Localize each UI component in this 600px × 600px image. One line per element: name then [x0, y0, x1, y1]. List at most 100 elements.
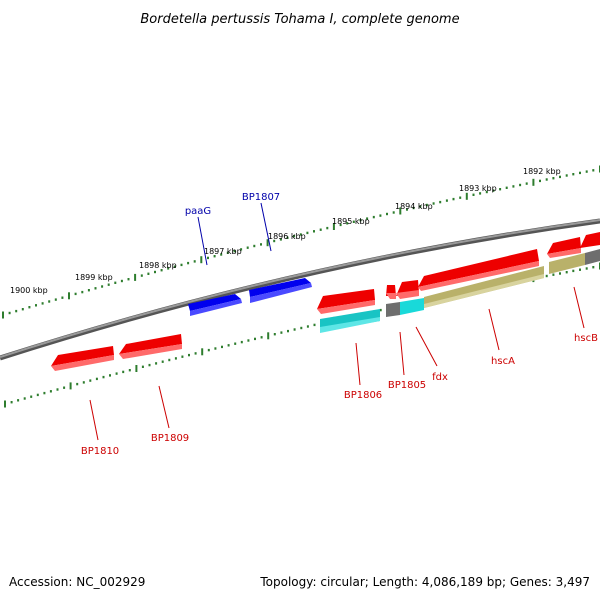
gene-BP1810[interactable] — [51, 346, 114, 371]
inner-tick-mark — [592, 266, 595, 269]
inner-tick-mark — [221, 345, 223, 349]
outer-tick-mark — [545, 178, 548, 181]
outer-tick-mark — [279, 238, 282, 241]
outer-tick-mark — [372, 215, 375, 219]
inner-tick-mark — [122, 370, 125, 374]
outer-tick-mark — [260, 243, 262, 246]
outer-tick-mark — [273, 239, 276, 243]
outer-tick-mark — [2, 311, 4, 319]
inner-tick-mark — [82, 381, 85, 384]
outer-tick-mark — [532, 178, 535, 186]
label-hscA[interactable]: hscA — [491, 356, 515, 367]
label-BP1806[interactable]: BP1806 — [344, 390, 382, 401]
outer-tick-mark — [519, 183, 522, 187]
gene-BP1809[interactable] — [119, 334, 182, 359]
inner-tick-mark — [273, 333, 276, 336]
outer-tick-mark — [465, 192, 468, 200]
gene-BP1806[interactable] — [317, 289, 375, 314]
outer-tick-mark — [41, 302, 44, 305]
outer-tick-mark — [154, 270, 156, 274]
feature-BP1806-cyan[interactable] — [320, 309, 380, 333]
inner-tick-mark — [227, 344, 230, 347]
inner-tick-mark — [552, 273, 555, 276]
outer-tick-mark — [87, 289, 90, 292]
kbp-labels: 1900 kbp 1899 kbp 1898 kbp 1897 kbp 1896… — [10, 167, 561, 295]
outer-tick-mark — [147, 272, 150, 275]
inner-tick-mark — [168, 358, 171, 362]
label-BP1809[interactable]: BP1809 — [151, 433, 189, 444]
inner-tick-mark — [76, 382, 79, 386]
outer-tick-mark — [35, 304, 37, 307]
inner-tick-mark — [174, 357, 177, 360]
outer-tick-mark — [74, 292, 77, 296]
inner-tick-mark — [102, 375, 105, 379]
outer-tick-mark — [585, 170, 588, 173]
kbp-label-1897: 1897 kbp — [204, 247, 242, 256]
inner-tick-mark — [379, 308, 382, 312]
inner-tick-mark — [194, 352, 197, 355]
label-fdx[interactable]: fdx — [432, 372, 448, 383]
inner-tick-mark — [43, 391, 46, 395]
outer-tick-mark — [319, 228, 322, 231]
label-BP1807[interactable]: BP1807 — [242, 192, 280, 203]
inner-tick-mark — [23, 397, 26, 400]
outer-tick-mark — [459, 196, 462, 199]
outer-tick-mark — [492, 189, 495, 192]
inner-tick-mark — [254, 337, 256, 341]
outer-tick-mark — [512, 185, 515, 188]
kbp-label-1892: 1892 kbp — [523, 167, 561, 176]
inner-tick-mark — [247, 339, 250, 342]
gene-paaG[interactable] — [188, 294, 242, 316]
inner-tick-mark — [313, 323, 316, 327]
outer-tick-mark — [552, 177, 555, 180]
genome-summary-text: Topology: circular; Length: 4,086,189 bp… — [259, 575, 590, 589]
map-title: Bordetella pertussis Tohama I, complete … — [140, 12, 459, 27]
inner-tick-mark — [128, 369, 131, 372]
gene-BP1807[interactable] — [249, 278, 312, 303]
outer-tick-mark — [505, 186, 508, 189]
outer-tick-mark — [140, 274, 143, 277]
inner-tick-mark — [141, 365, 144, 368]
inner-tick-mark — [89, 379, 92, 382]
outer-tick-mark — [193, 260, 196, 263]
outer-tick-mark — [134, 273, 137, 281]
forward-strand-genes — [188, 278, 312, 316]
inner-tick-mark — [207, 348, 210, 352]
outer-tick-mark — [246, 246, 249, 249]
label-BP1810[interactable]: BP1810 — [81, 446, 119, 457]
inner-tick-mark — [565, 271, 568, 274]
label-BP1805[interactable]: BP1805 — [388, 380, 426, 391]
gene-hscB[interactable] — [547, 232, 600, 274]
gene-BP1805[interactable] — [386, 285, 400, 317]
gene-hscA[interactable] — [418, 249, 544, 308]
outer-tick-mark — [180, 263, 183, 267]
inner-tick-mark — [155, 362, 158, 365]
outer-tick-mark — [359, 219, 362, 222]
label-hscB[interactable]: hscB — [574, 333, 598, 344]
label-paaG[interactable]: paaG — [185, 206, 211, 217]
outer-tick-mark — [479, 192, 482, 195]
inner-tick-mark — [109, 374, 111, 377]
inner-tick-mark — [579, 268, 581, 271]
kbp-label-1894: 1894 kbp — [395, 202, 433, 211]
inner-tick-mark — [4, 400, 6, 408]
outer-tick-mark — [346, 222, 349, 225]
outer-tick-mark — [572, 173, 575, 176]
inner-tick-mark — [36, 393, 39, 397]
outer-tick-mark — [452, 197, 455, 201]
outer-tick-mark — [352, 220, 355, 223]
outer-tick-mark — [412, 206, 415, 210]
gene-fdx[interactable] — [396, 280, 424, 315]
outer-tick-mark — [499, 188, 502, 191]
inner-tick-mark — [267, 332, 270, 340]
gene-labels: paaG BP1807 BP1810 BP1809 BP1806 BP1805 … — [81, 192, 598, 457]
outer-tick-mark — [565, 174, 568, 177]
outer-tick-mark — [485, 190, 488, 194]
outer-tick-mark — [253, 244, 256, 248]
inner-tick-mark — [280, 331, 283, 334]
outer-tick-mark — [160, 269, 163, 272]
inner-tick-mark — [56, 388, 59, 391]
inner-tick-mark — [30, 395, 33, 398]
inner-tick-mark — [260, 336, 263, 339]
inner-tick-mark — [115, 372, 118, 375]
